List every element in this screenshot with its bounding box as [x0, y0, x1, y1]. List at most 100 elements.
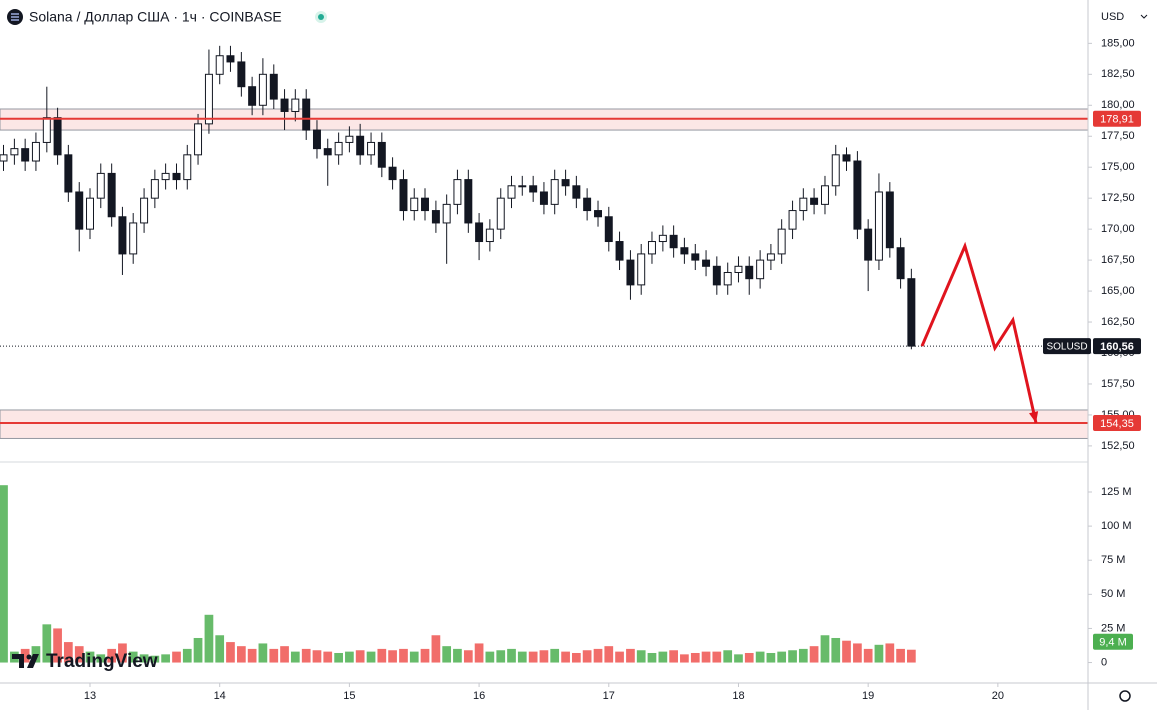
- volume-bar: [118, 643, 127, 663]
- volume-bar: [669, 650, 678, 663]
- plot-layer: [0, 45, 1089, 663]
- volume-bar: [874, 644, 884, 663]
- volume-bar: [788, 650, 797, 663]
- candle-body: [237, 61, 246, 88]
- volume-bar: [96, 654, 106, 663]
- x-tick-label: 20: [992, 690, 1004, 702]
- candle-body: [799, 197, 808, 212]
- volume-bar: [474, 643, 484, 663]
- volume-bar: [63, 642, 73, 663]
- volume-bar: [755, 651, 765, 663]
- volume-bar: [85, 651, 95, 663]
- volume-bar: [463, 650, 473, 663]
- candle-body: [258, 73, 267, 106]
- candle-body: [756, 259, 765, 280]
- status-dot: [318, 14, 324, 20]
- candle-body: [853, 160, 862, 230]
- candle-body: [410, 197, 419, 212]
- volume-bar: [301, 648, 311, 663]
- volume-bar: [842, 640, 851, 663]
- volume-bar: [334, 652, 343, 663]
- volume-bar: [237, 646, 246, 663]
- level-band: [0, 409, 1089, 439]
- candle-body: [529, 185, 538, 193]
- y-tick-label: 175,00: [1101, 161, 1135, 173]
- candle-body: [702, 259, 711, 267]
- candle-body: [691, 253, 700, 261]
- volume-bar: [355, 650, 365, 663]
- symbol-logo-mark: [11, 13, 19, 21]
- level-label-box: [1093, 110, 1141, 127]
- volume-bar: [269, 648, 279, 663]
- volume-bar: [312, 650, 322, 663]
- volume-bar: [723, 650, 733, 663]
- volume-bar: [658, 651, 668, 663]
- candle-body: [96, 172, 105, 199]
- volume-bar: [377, 648, 387, 663]
- volume-bar: [680, 654, 689, 663]
- volume-bar: [626, 648, 635, 663]
- volume-bar: [885, 643, 895, 663]
- candle-body: [388, 166, 397, 181]
- volume-bar: [906, 649, 916, 663]
- candle-body: [810, 197, 819, 205]
- candle-body: [777, 228, 786, 255]
- volume-bar: [712, 651, 722, 663]
- volume-bar: [53, 628, 62, 663]
- currency-selector[interactable]: USD: [1101, 11, 1124, 23]
- y-tick-label: 172,50: [1101, 192, 1135, 204]
- volume-bar: [215, 635, 225, 663]
- candle-body: [669, 234, 678, 249]
- candle-body: [485, 228, 494, 243]
- symbol-label-box: [1043, 338, 1091, 355]
- volume-bar: [453, 648, 462, 663]
- volume-bar: [399, 648, 408, 663]
- volume-bar: [539, 650, 549, 663]
- volume-tick-label: 50 M: [1101, 588, 1125, 600]
- volume-bar: [172, 651, 181, 663]
- candle-body: [183, 154, 192, 181]
- candle-body: [161, 172, 170, 181]
- candle-body: [442, 203, 451, 224]
- y-tick-label: 180,00: [1101, 99, 1135, 111]
- y-tick-label: 185,00: [1101, 37, 1135, 49]
- volume-bar: [366, 651, 376, 663]
- volume-bar: [182, 648, 192, 663]
- candle-body: [637, 253, 646, 286]
- volume-bar: [809, 646, 819, 663]
- price-label: 160,56: [1100, 341, 1134, 353]
- candle-body: [766, 253, 775, 261]
- currency-caret[interactable]: [1140, 14, 1148, 19]
- settings-icon[interactable]: [1119, 690, 1131, 702]
- candle-body: [723, 271, 732, 286]
- candle-body: [453, 179, 462, 205]
- volume-bar: [409, 651, 419, 663]
- candle-body: [831, 154, 840, 187]
- volume-tick-label: 125 M: [1101, 486, 1132, 498]
- candle-body: [204, 73, 213, 125]
- candle-body: [907, 278, 916, 347]
- candle-body: [291, 98, 300, 112]
- level-label: 178,91: [1100, 114, 1134, 126]
- volume-bar: [593, 648, 603, 663]
- candle-body: [658, 234, 667, 243]
- candle-body: [615, 241, 624, 261]
- candle-body: [10, 148, 19, 156]
- volume-bar: [572, 652, 581, 663]
- candle-body: [864, 228, 873, 261]
- volume-bar: [701, 651, 711, 663]
- volume-bar: [636, 650, 646, 663]
- volume-bar: [690, 652, 700, 663]
- volume-bar: [420, 648, 430, 663]
- volume-bar: [247, 648, 257, 663]
- candle-body: [745, 265, 754, 280]
- volume-bar: [820, 635, 830, 663]
- volume-bar: [161, 654, 170, 663]
- candle-body: [118, 216, 127, 255]
- candle-body: [647, 241, 656, 255]
- volume-bar: [496, 650, 506, 663]
- volume-bar: [485, 651, 495, 663]
- volume-bar: [258, 643, 268, 663]
